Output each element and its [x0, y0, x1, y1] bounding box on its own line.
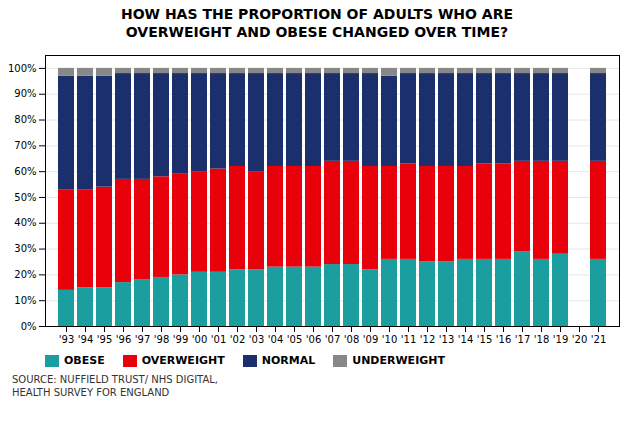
svg-text:'98: '98: [154, 334, 169, 345]
svg-text:20%: 20%: [14, 269, 36, 280]
svg-text:50%: 50%: [14, 192, 36, 203]
svg-text:'05: '05: [287, 334, 302, 345]
html-text:OBESE: OBESE: [64, 354, 105, 367]
svg-text:'95: '95: [97, 334, 112, 345]
html-text:NORMAL: NORMAL: [261, 354, 316, 367]
svg-text:'04: '04: [268, 334, 283, 345]
svg-text:'94: '94: [78, 334, 93, 345]
svg-text:'96: '96: [116, 334, 131, 345]
html-text:OVERWEIGHT: OVERWEIGHT: [141, 354, 225, 367]
svg-text:'07: '07: [325, 334, 340, 345]
svg-text:'97: '97: [135, 334, 150, 345]
svg-text:'10: '10: [382, 334, 397, 345]
svg-text:40%: 40%: [14, 217, 36, 228]
svg-text:90%: 90%: [14, 88, 36, 99]
svg-text:'15: '15: [477, 334, 492, 345]
svg-text:100%: 100%: [8, 63, 37, 74]
svg-text:60%: 60%: [14, 166, 36, 177]
svg-text:'11: '11: [401, 334, 416, 345]
svg-text:'18: '18: [534, 334, 549, 345]
svg-text:'14: '14: [458, 334, 473, 345]
svg-text:'20: '20: [572, 334, 587, 345]
svg-text:80%: 80%: [14, 114, 36, 125]
svg-text:'12: '12: [420, 334, 435, 345]
svg-text:70%: 70%: [14, 140, 36, 151]
svg-text:'19: '19: [553, 334, 568, 345]
svg-text:'01: '01: [211, 334, 226, 345]
svg-text:'09: '09: [363, 334, 378, 345]
svg-text:'06: '06: [306, 334, 321, 345]
svg-text:'16: '16: [496, 334, 511, 345]
svg-text:'02: '02: [230, 334, 245, 345]
svg-text:'93: '93: [59, 334, 74, 345]
svg-text:'00: '00: [192, 334, 207, 345]
svg-text:'17: '17: [515, 334, 530, 345]
html-text:SOURCE: NUFFIELD TRUST/ NHS DI: SOURCE: NUFFIELD TRUST/ NHS DIGITAL, HEA…: [12, 374, 218, 398]
svg-text:'03: '03: [249, 334, 264, 345]
html-text:UNDERWEIGHT: UNDERWEIGHT: [352, 354, 445, 367]
html-text:HOW HAS THE PROPORTION OF ADUL: HOW HAS THE PROPORTION OF ADULTS WHO ARE…: [121, 6, 513, 40]
svg-text:'99: '99: [173, 334, 188, 345]
svg-text:0%: 0%: [21, 321, 37, 332]
svg-text:'13: '13: [439, 334, 454, 345]
svg-text:30%: 30%: [14, 243, 36, 254]
svg-text:'08: '08: [344, 334, 359, 345]
svg-text:10%: 10%: [14, 295, 36, 306]
svg-text:'21: '21: [591, 334, 606, 345]
